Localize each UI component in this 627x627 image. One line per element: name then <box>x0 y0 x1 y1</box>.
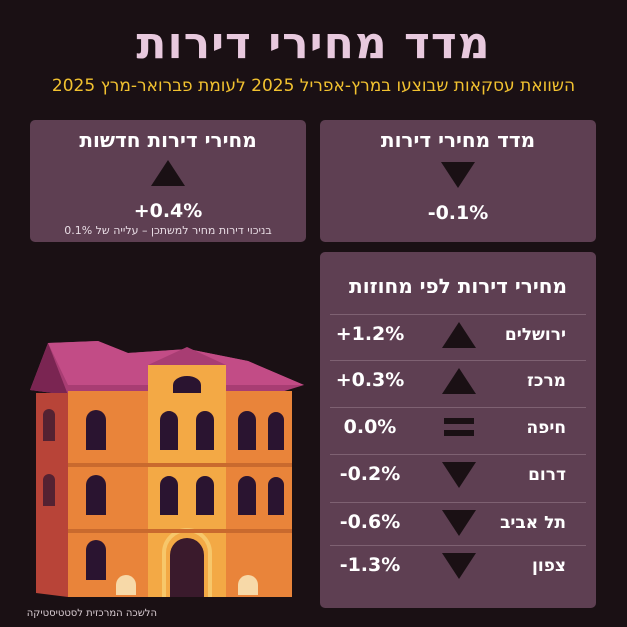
page-title: מדד מחירי דירות <box>136 18 491 69</box>
index-card-title: מדד מחירי דירות <box>380 128 536 152</box>
district-row-north: -1.3% צפון <box>330 545 586 586</box>
districts-card-title: מחירי דירות לפי מחוזות <box>349 274 567 298</box>
new-apartments-card-title: מחירי דירות חדשות <box>79 128 257 152</box>
apartment-building-illustration <box>30 341 304 597</box>
up-arrow-icon <box>151 160 185 186</box>
district-row-tel-aviv: -0.6% תל אביב <box>330 502 586 543</box>
index-card: מדד מחירי דירות -0.1% <box>320 120 596 242</box>
district-label: דרום <box>528 465 566 485</box>
district-label: מרכז <box>527 371 566 391</box>
down-arrow-icon <box>442 462 476 488</box>
index-card-value: -0.1% <box>427 202 489 224</box>
district-label: צפון <box>532 556 566 576</box>
district-row-south: -0.2% דרום <box>330 454 586 495</box>
district-value: +1.2% <box>335 323 405 345</box>
district-label: תל אביב <box>500 513 566 533</box>
new-apartments-card-note: בניכוי דירות מחיר למשתכן – עלייה של 0.1% <box>64 224 272 237</box>
district-label: ירושלים <box>504 325 566 345</box>
district-row-jerusalem: +1.2% ירושלים <box>330 314 586 355</box>
down-arrow-icon <box>442 553 476 579</box>
page-subtitle: השוואת עסקאות שבוצעו במרץ-אפריל 2025 לעו… <box>51 76 576 96</box>
district-row-center: +0.3% מרכז <box>330 360 586 401</box>
district-value: -1.3% <box>339 554 401 576</box>
district-row-haifa: 0.0% חיפה <box>330 407 586 448</box>
up-arrow-icon <box>442 322 476 348</box>
equal-icon <box>444 418 474 438</box>
district-value: +0.3% <box>335 369 405 391</box>
new-apartments-card: מחירי דירות חדשות +0.4% בניכוי דירות מחי… <box>30 120 306 242</box>
source-credit: הלשכה המרכזית לסטטיסטיקה <box>26 608 157 619</box>
district-label: חיפה <box>526 418 566 438</box>
new-apartments-card-value: +0.4% <box>133 200 203 222</box>
down-arrow-icon <box>441 162 475 188</box>
up-arrow-icon <box>442 368 476 394</box>
districts-card: מחירי דירות לפי מחוזות +1.2% ירושלים +0.… <box>320 252 596 608</box>
district-value: 0.0% <box>343 416 397 438</box>
down-arrow-icon <box>442 510 476 536</box>
district-value: -0.6% <box>339 511 401 533</box>
district-value: -0.2% <box>339 463 401 485</box>
